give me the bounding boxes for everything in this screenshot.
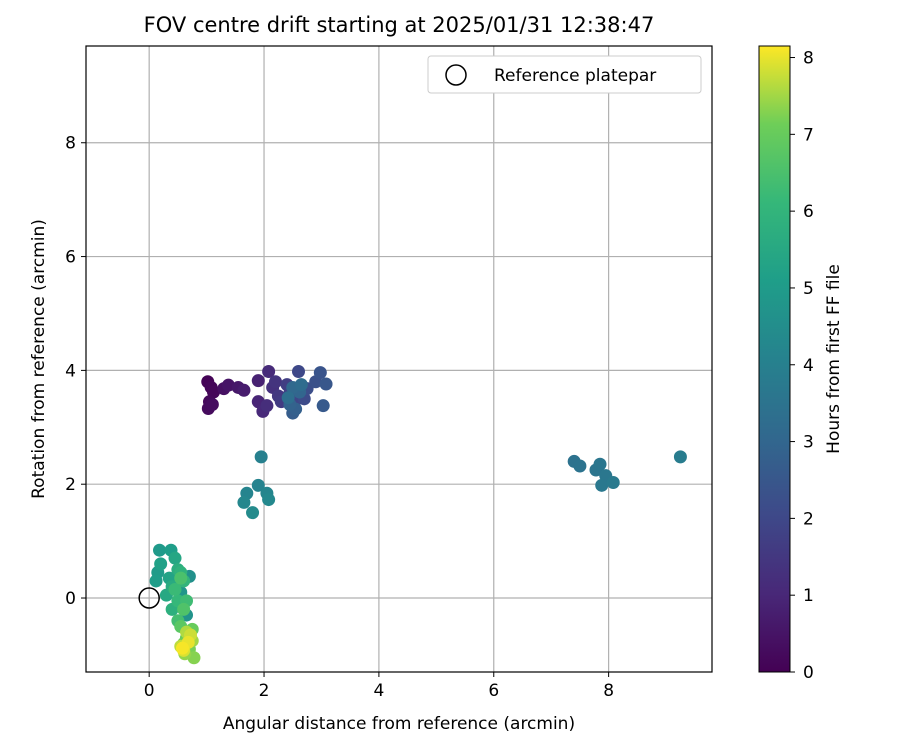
data-point: [316, 399, 330, 413]
colorbar-tick-label: 0: [803, 663, 814, 683]
x-axis-ticks: 0 2 4 6 8: [144, 672, 614, 701]
data-point: [221, 378, 235, 392]
legend: Reference platepar: [427, 55, 702, 94]
data-point: [251, 374, 265, 388]
data-point: [254, 450, 268, 464]
colorbar-tick-label: 8: [803, 49, 814, 69]
data-point: [237, 383, 251, 397]
colorbar-ticks: 0 1 2 3 4 5 6 7 8: [790, 49, 814, 683]
data-point: [260, 399, 274, 413]
data-point: [673, 450, 687, 464]
data-point: [573, 459, 587, 473]
colorbar-tick-label: 4: [803, 356, 814, 376]
y-tick-label: 4: [65, 361, 76, 381]
data-point: [175, 641, 189, 655]
colorbar-tick-label: 2: [803, 509, 814, 529]
data-point: [168, 551, 182, 565]
data-point: [149, 574, 163, 588]
data-point: [262, 365, 276, 379]
colorbar-frame: [758, 45, 791, 673]
legend-marker: [445, 64, 467, 86]
y-tick-label: 0: [65, 589, 76, 609]
colorbar-tick-label: 3: [803, 433, 814, 453]
data-point: [168, 582, 182, 596]
colorbar-tick-label: 7: [803, 125, 814, 145]
reference-point: [138, 587, 160, 609]
colorbar: 0 1 2 3 4 5 6 7 8 Hours from first FF file: [758, 45, 844, 683]
legend-entry-reference: Reference platepar: [494, 66, 656, 86]
data-point: [246, 506, 260, 520]
colorbar-tick-label: 6: [803, 202, 814, 222]
legend-box: [427, 55, 702, 94]
x-tick-label: 4: [373, 681, 384, 701]
data-point: [291, 365, 305, 379]
data-point: [606, 475, 620, 489]
y-tick-label: 6: [65, 248, 76, 268]
reference-marker: [138, 587, 160, 609]
data-point: [313, 366, 327, 380]
colorbar-tick-label: 1: [803, 586, 814, 606]
data-point: [154, 557, 168, 571]
data-point: [251, 478, 265, 492]
plot-background: [86, 46, 712, 672]
scatter-points: [149, 365, 687, 665]
x-tick-label: 0: [144, 681, 155, 701]
x-tick-label: 6: [488, 681, 499, 701]
data-point: [237, 495, 251, 509]
colorbar-tick-label: 5: [803, 279, 814, 299]
data-point: [269, 375, 283, 389]
y-tick-label: 8: [65, 134, 76, 154]
data-point: [319, 377, 333, 391]
x-axis-label: Angular distance from reference (arcmin): [223, 714, 575, 734]
colorbar-gradient: [759, 46, 790, 672]
y-axis-ticks: 0 2 4 6 8: [65, 134, 86, 609]
x-tick-label: 8: [603, 681, 614, 701]
y-axis-label: Rotation from reference (arcmin): [29, 219, 49, 499]
data-point: [595, 478, 609, 492]
data-point: [294, 378, 308, 392]
chart-title: FOV centre drift starting at 2025/01/31 …: [144, 13, 655, 37]
data-point: [153, 543, 167, 557]
data-point: [177, 602, 191, 616]
data-point: [174, 571, 188, 585]
y-tick-label: 2: [65, 475, 76, 495]
plot-area: 0 2 4 6 8 0 2 4 6 8: [65, 45, 713, 701]
data-point: [262, 493, 276, 507]
data-point: [205, 398, 219, 412]
x-tick-label: 2: [259, 681, 270, 701]
colorbar-label: Hours from first FF file: [824, 264, 844, 454]
data-point: [593, 457, 607, 471]
plot-frame: [85, 45, 713, 673]
data-point: [281, 391, 295, 405]
